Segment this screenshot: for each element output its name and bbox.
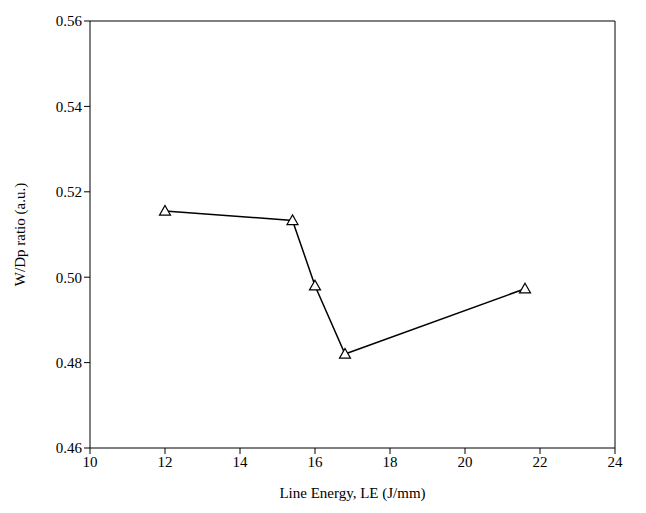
svg-text:0.48: 0.48 [56, 355, 82, 371]
svg-text:18: 18 [383, 454, 398, 470]
svg-text:0.56: 0.56 [56, 13, 83, 29]
svg-text:20: 20 [458, 454, 473, 470]
svg-text:0.46: 0.46 [56, 440, 83, 456]
svg-text:16: 16 [308, 454, 324, 470]
svg-text:W/Dp ratio (a.u.): W/Dp ratio (a.u.) [12, 183, 29, 286]
svg-text:14: 14 [233, 454, 249, 470]
svg-text:Line Energy, LE (J/mm): Line Energy, LE (J/mm) [279, 485, 425, 502]
svg-text:22: 22 [533, 454, 548, 470]
svg-text:0.50: 0.50 [56, 270, 82, 286]
svg-text:0.54: 0.54 [56, 99, 83, 115]
svg-text:0.52: 0.52 [56, 184, 82, 200]
svg-text:12: 12 [158, 454, 173, 470]
svg-text:24: 24 [608, 454, 624, 470]
svg-text:10: 10 [83, 454, 98, 470]
